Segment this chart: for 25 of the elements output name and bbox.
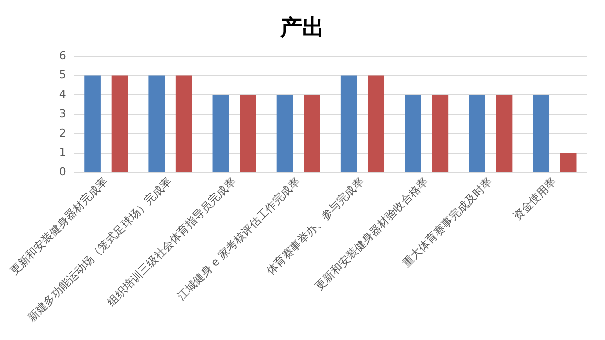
bar — [432, 95, 449, 172]
y-tick-label: 2 — [59, 126, 66, 140]
y-tick-label: 4 — [59, 88, 66, 102]
y-tick-label: 6 — [59, 49, 66, 62]
chart-title: 产出 — [280, 14, 324, 41]
y-tick-label: 0 — [59, 166, 66, 179]
bar — [212, 95, 230, 172]
bar — [560, 153, 577, 172]
bar — [240, 95, 256, 172]
bar — [148, 76, 166, 172]
y-tick-label: 5 — [59, 68, 66, 82]
x-tick-label: 资金使用率 — [511, 175, 560, 224]
bar — [176, 76, 192, 172]
bar — [533, 95, 550, 172]
y-tick-label: 3 — [59, 107, 66, 120]
bar — [469, 95, 486, 172]
bar — [276, 95, 294, 172]
bar — [368, 76, 385, 172]
bar — [304, 95, 320, 172]
bar — [405, 95, 422, 172]
bar — [496, 95, 513, 172]
bar — [112, 76, 128, 172]
bar — [340, 76, 358, 172]
bar — [84, 76, 101, 172]
y-tick-label: 1 — [59, 146, 66, 160]
